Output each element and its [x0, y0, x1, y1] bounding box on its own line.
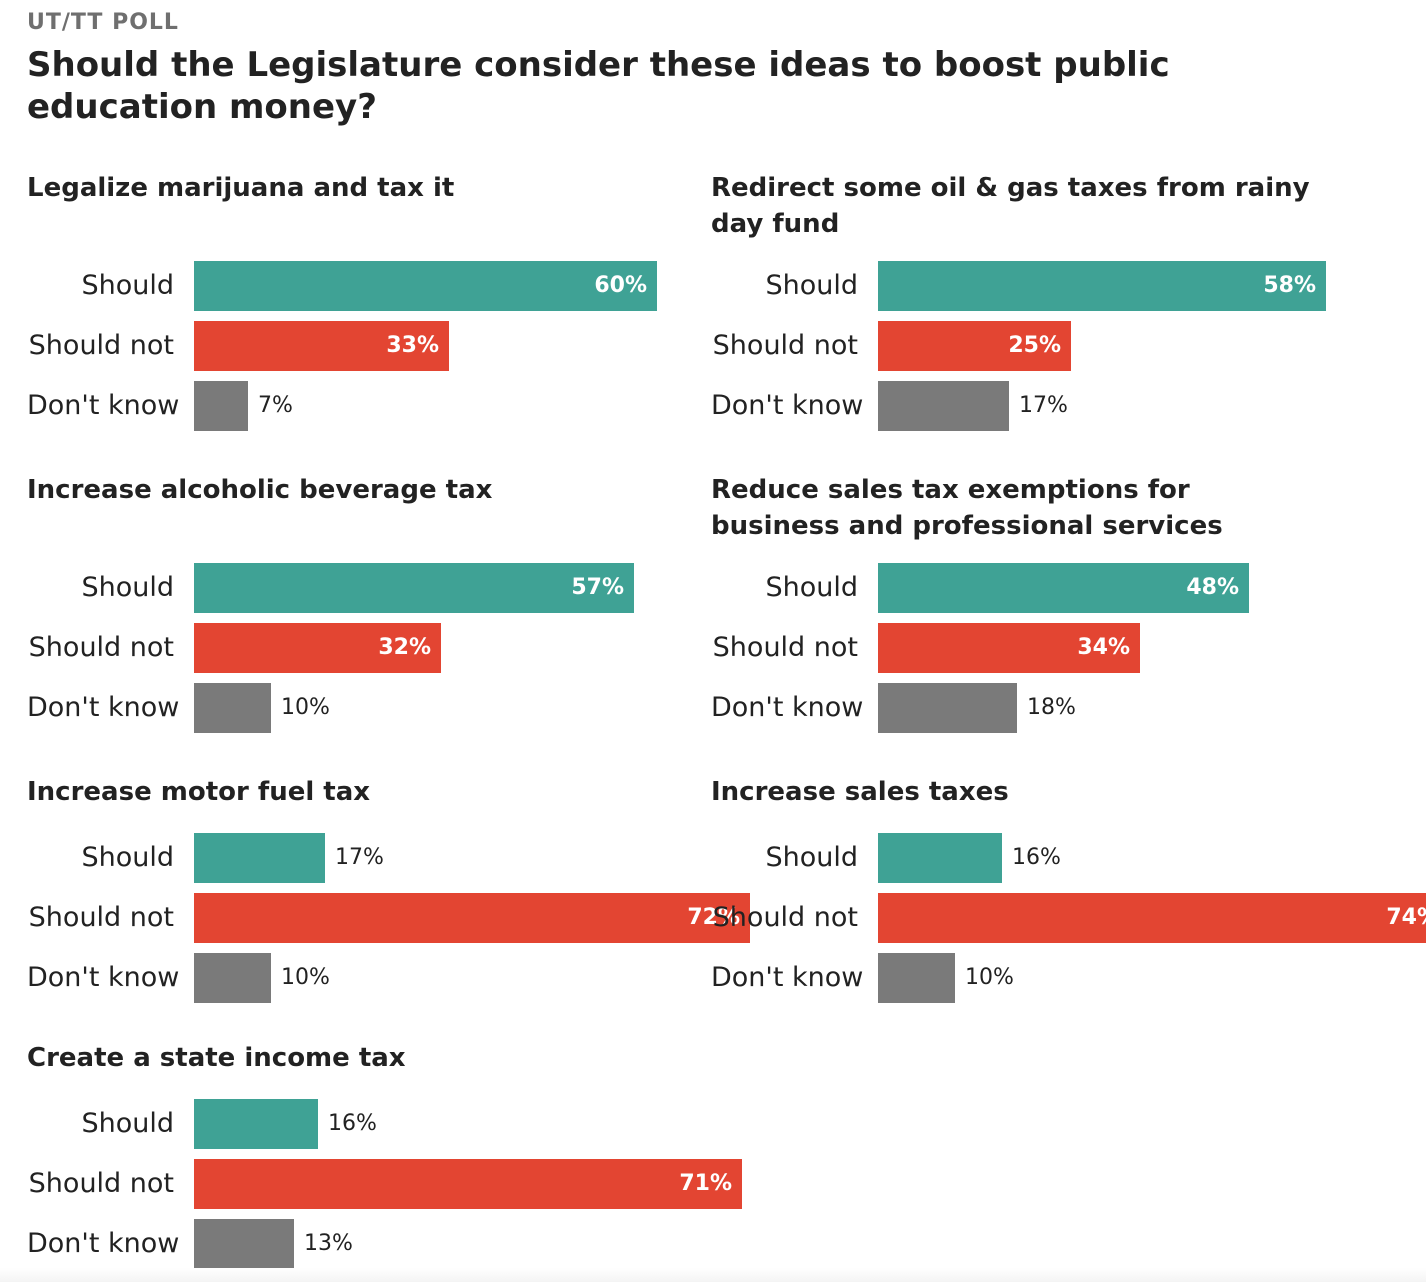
panel-title: Increase motor fuel tax: [27, 777, 371, 807]
data-label: 7%: [258, 393, 293, 418]
category-label: Don't know: [27, 692, 180, 723]
panel-title: Redirect some oil & gas taxes from rainy…: [711, 173, 1310, 239]
data-label: 58%: [1263, 273, 1316, 298]
data-label: 34%: [1077, 635, 1130, 660]
data-label: 10%: [281, 695, 330, 720]
bar-dont-know: [878, 683, 1017, 733]
bar-row: Should 16%: [27, 1099, 687, 1149]
bar-row: Don't know 18%: [711, 683, 1371, 733]
bar-row: Should 17%: [27, 833, 687, 883]
data-label: 57%: [571, 575, 624, 600]
chart-title: Should the Legislature consider these id…: [27, 45, 1170, 127]
bar-row: Should not 72%: [27, 893, 750, 943]
bar-row: Should 60%: [27, 261, 687, 311]
bar-row: Should 16%: [711, 833, 1371, 883]
bar-should: [878, 261, 1326, 311]
panel-title: Create a state income tax: [27, 1043, 406, 1073]
bar-dont-know: [878, 953, 955, 1003]
bar-row: Should 48%: [711, 563, 1371, 613]
category-label: Should not: [28, 330, 174, 361]
category-label: Should: [765, 842, 858, 873]
bar-row: Don't know 13%: [27, 1219, 687, 1269]
bar-should: [878, 563, 1249, 613]
bar-should-not: [194, 893, 750, 943]
bar-row: Should not 71%: [27, 1159, 742, 1209]
category-label: Don't know: [27, 390, 180, 421]
category-label: Don't know: [711, 962, 864, 993]
data-label: 16%: [328, 1111, 377, 1136]
footer-divider: [0, 1268, 1426, 1282]
data-label: 10%: [281, 965, 330, 990]
data-label: 25%: [1008, 333, 1061, 358]
category-label: Should not: [28, 902, 174, 933]
category-label: Should: [81, 572, 174, 603]
category-label: Should: [81, 1108, 174, 1139]
data-label: 16%: [1012, 845, 1061, 870]
bar-row: Should not 25%: [711, 321, 1371, 371]
data-label: 17%: [335, 845, 384, 870]
bar-should-not: [878, 321, 1071, 371]
bar-row: Should not 34%: [711, 623, 1371, 673]
bar-row: Should not 32%: [27, 623, 687, 673]
bar-row: Should 58%: [711, 261, 1371, 311]
bar-should: [194, 1099, 318, 1149]
data-label: 13%: [304, 1231, 353, 1256]
data-label: 32%: [378, 635, 431, 660]
bar-should: [194, 261, 657, 311]
panel-title: Increase sales taxes: [711, 777, 1009, 807]
data-label: 17%: [1019, 393, 1068, 418]
category-label: Should not: [28, 1168, 174, 1199]
bar-should-not: [194, 1159, 742, 1209]
bar-row: Should not 74%: [711, 893, 1426, 943]
category-label: Don't know: [27, 962, 180, 993]
panel-title: Legalize marijuana and tax it: [27, 173, 455, 203]
data-label: 18%: [1027, 695, 1076, 720]
category-label: Should: [765, 572, 858, 603]
data-label: 72%: [687, 905, 740, 930]
bar-should-not: [878, 623, 1140, 673]
bar-dont-know: [878, 381, 1009, 431]
data-label: 10%: [965, 965, 1014, 990]
bar-should-not: [194, 321, 449, 371]
category-label: Don't know: [711, 390, 864, 421]
category-label: Should: [765, 270, 858, 301]
category-label: Should not: [28, 632, 174, 663]
data-label: 74%: [1386, 905, 1426, 930]
bar-row: Don't know 10%: [711, 953, 1371, 1003]
bar-row: Don't know 17%: [711, 381, 1371, 431]
category-label: Should not: [712, 632, 858, 663]
category-label: Should: [81, 842, 174, 873]
data-label: 33%: [386, 333, 439, 358]
category-label: Should not: [712, 902, 858, 933]
bar-row: Don't know 7%: [27, 381, 687, 431]
bar-dont-know: [194, 1219, 294, 1269]
bar-row: Don't know 10%: [27, 953, 687, 1003]
bar-dont-know: [194, 953, 271, 1003]
data-label: 60%: [594, 273, 647, 298]
category-label: Don't know: [711, 692, 864, 723]
bar-should-not: [194, 623, 441, 673]
bar-row: Should 57%: [27, 563, 687, 613]
data-label: 71%: [679, 1171, 732, 1196]
category-label: Don't know: [27, 1228, 180, 1259]
bar-dont-know: [194, 381, 248, 431]
panel-title: Increase alcoholic beverage tax: [27, 475, 493, 505]
bar-row: Should not 33%: [27, 321, 687, 371]
bar-should: [194, 563, 634, 613]
panel-title: Reduce sales tax exemptions for business…: [711, 475, 1223, 541]
chart-kicker: UT/TT POLL: [27, 10, 179, 35]
bar-should-not: [878, 893, 1426, 943]
bar-dont-know: [194, 683, 271, 733]
bar-should: [194, 833, 325, 883]
bar-should: [878, 833, 1002, 883]
category-label: Should: [81, 270, 174, 301]
data-label: 48%: [1186, 575, 1239, 600]
category-label: Should not: [712, 330, 858, 361]
bar-row: Don't know 10%: [27, 683, 687, 733]
